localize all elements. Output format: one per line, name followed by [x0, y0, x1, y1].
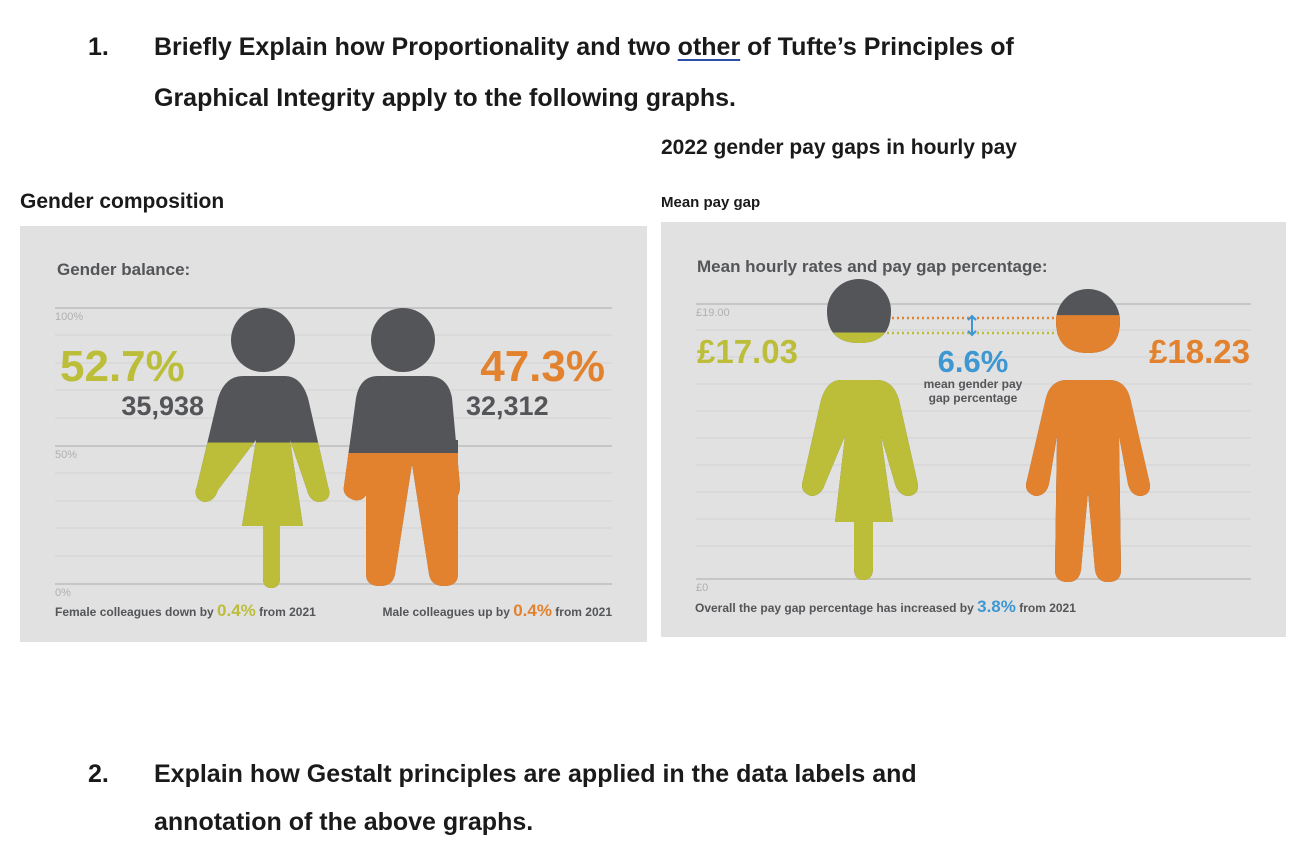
tick-label-zero: £0 — [696, 582, 708, 594]
female-percent-label: 52.7% — [60, 342, 185, 391]
female-figure-fill-bar — [195, 442, 330, 588]
question-1-number: 1. — [88, 33, 109, 61]
left-graph-heading: Gender composition — [20, 190, 225, 213]
female-pay-figure-icon — [802, 279, 918, 580]
question-1-text-b: of Tufte’s Principles of — [740, 33, 1014, 61]
question-1-line-1: Briefly Explain how Proportionality and … — [154, 33, 1014, 62]
male-note-after: from 2021 — [552, 605, 612, 619]
male-figure-icon — [343, 308, 460, 586]
female-rate-label: £17.03 — [697, 333, 798, 370]
male-note-value: 0.4% — [513, 601, 552, 620]
pay-gap-chart: Mean hourly rates and pay gap percentage… — [695, 257, 1251, 616]
female-change-note: Female colleagues down by 0.4% from 2021 — [55, 601, 316, 620]
female-count-label: 35,938 — [121, 391, 204, 421]
gap-note-value: 3.8% — [977, 597, 1016, 616]
gap-label-line-2: gap percentage — [929, 391, 1018, 405]
pay-gap-panel: Mean hourly rates and pay gap percentage… — [661, 222, 1286, 637]
male-note-before: Male colleagues up by — [383, 605, 514, 619]
gap-value-label: 6.6% — [938, 344, 1009, 379]
panel-title: Mean hourly rates and pay gap percentage… — [697, 257, 1047, 276]
female-note-value: 0.4% — [217, 601, 256, 620]
question-2-line-1: Explain how Gestalt principles are appli… — [154, 760, 917, 788]
male-pay-figure-icon — [1026, 289, 1150, 582]
tick-label-0: 0% — [55, 587, 71, 599]
right-graph-subheading: Mean pay gap — [661, 194, 761, 211]
right-graph-heading: 2022 gender pay gaps in hourly pay — [661, 136, 1017, 159]
tick-label-100: 100% — [55, 311, 83, 323]
gap-arrow-icon — [967, 314, 977, 337]
male-pay-fill-bar — [1026, 315, 1150, 582]
tick-label-50: 50% — [55, 449, 77, 461]
tick-label-max: £19.00 — [696, 307, 730, 319]
female-pay-fill-bar — [802, 332, 918, 580]
male-count-label: 32,312 — [466, 391, 549, 421]
female-note-before: Female colleagues down by — [55, 605, 217, 619]
male-rate-label: £18.23 — [1149, 333, 1250, 370]
gap-label-line-1: mean gender pay — [924, 377, 1023, 391]
gap-note-after: from 2021 — [1016, 601, 1076, 615]
male-change-note: Male colleagues up by 0.4% from 2021 — [383, 601, 613, 620]
gap-note-before: Overall the pay gap percentage has incre… — [695, 601, 977, 615]
female-note-after: from 2021 — [256, 605, 316, 619]
question-1-line-2: Graphical Integrity apply to the followi… — [154, 84, 736, 112]
panel-title: Gender balance: — [57, 260, 190, 279]
gender-balance-chart: Gender balance: 100% 50% 0% 52.7% 35,938… — [55, 260, 613, 620]
question-2-number: 2. — [88, 760, 109, 788]
male-percent-label: 47.3% — [480, 342, 605, 391]
gap-change-note: Overall the pay gap percentage has incre… — [695, 597, 1076, 616]
female-figure-icon — [195, 308, 330, 588]
question-1-underlined-word: other — [677, 33, 741, 61]
question-2-line-2: annotation of the above graphs. — [154, 808, 534, 836]
gender-balance-panel: Gender balance: 100% 50% 0% 52.7% 35,938… — [20, 226, 647, 642]
question-1-text-a: Briefly Explain how Proportionality and … — [154, 33, 678, 61]
